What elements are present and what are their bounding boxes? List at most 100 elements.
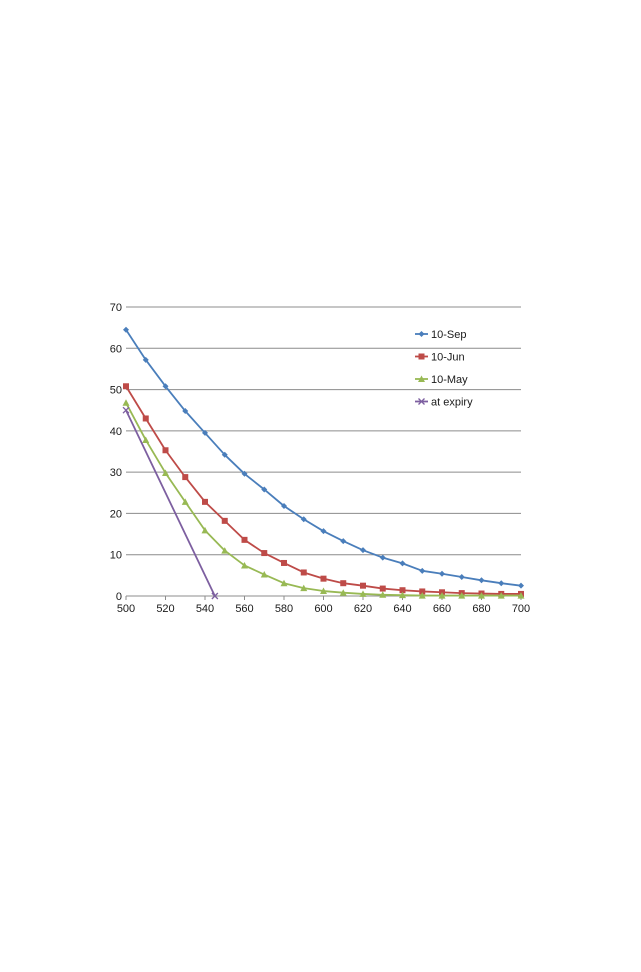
data-point-10-jun <box>162 447 169 454</box>
x-tick-label: 560 <box>235 603 253 615</box>
data-point-10-jun <box>221 517 228 524</box>
data-point-10-sep <box>458 574 465 581</box>
legend-item-10-sep: 10-Sep <box>415 329 466 341</box>
x-tick-label: 640 <box>393 603 411 615</box>
data-point-10-jun <box>300 569 307 576</box>
data-point-10-may <box>418 592 426 599</box>
data-point-10-sep <box>439 570 445 577</box>
legend-label: 10-Sep <box>431 329 466 341</box>
data-point-10-may <box>181 498 189 505</box>
data-point-10-jun <box>419 588 426 595</box>
legend-swatch-marker <box>418 375 425 382</box>
series-line-at-expiry <box>125 409 216 597</box>
x-tick-label: 600 <box>314 603 332 615</box>
data-point-10-may <box>359 590 367 597</box>
legend-item-at-expiry: at expiry <box>415 397 473 409</box>
legend-item-10-jun: 10-Jun <box>415 352 465 364</box>
series-group <box>122 326 525 600</box>
data-point-at-expiry <box>211 592 219 600</box>
data-point-10-sep <box>241 470 248 477</box>
gridlines <box>126 306 521 597</box>
data-point-10-may <box>458 592 466 599</box>
x-tick-label: 540 <box>196 603 214 615</box>
data-point-10-jun <box>360 582 366 589</box>
x-tick-label: 660 <box>433 603 451 615</box>
data-point-10-may <box>438 592 446 599</box>
data-point-10-sep <box>261 486 268 493</box>
data-point-10-jun <box>202 498 208 505</box>
data-point-10-may <box>517 592 525 599</box>
data-point-10-may <box>497 592 505 599</box>
data-point-10-may <box>241 561 248 569</box>
x-tick-label: 500 <box>117 603 135 615</box>
data-point-10-sep <box>360 547 366 554</box>
y-tick-label: 50 <box>110 385 122 397</box>
data-point-10-jun <box>182 474 189 481</box>
data-point-10-jun <box>320 575 327 582</box>
data-point-at-expiry <box>122 406 130 414</box>
x-tick-label: 620 <box>354 603 372 615</box>
data-point-10-may <box>339 589 347 596</box>
series-10-jun <box>123 383 524 597</box>
y-tick-label: 0 <box>116 591 122 603</box>
data-point-10-may <box>122 399 130 406</box>
y-tick-label: 70 <box>110 302 122 314</box>
legend-swatch-marker <box>418 398 425 405</box>
x-axis-tick-labels: 500 520 540 560 580 600 620 640 660 680 700 <box>117 596 530 615</box>
data-point-10-jun <box>261 550 268 557</box>
data-point-10-sep <box>498 580 505 587</box>
data-point-10-sep <box>399 560 406 567</box>
legend-label: at expiry <box>431 397 473 409</box>
series-10-sep <box>123 326 524 589</box>
data-point-10-sep <box>478 577 485 584</box>
y-axis-tick-labels: 0 10 20 30 40 50 60 70 <box>110 302 122 603</box>
legend-label: 10-Jun <box>431 352 465 364</box>
data-point-10-sep <box>281 502 287 509</box>
x-tick-label: 520 <box>156 603 174 615</box>
legend-item-10-may: 10-May <box>415 374 468 386</box>
data-point-10-may <box>320 587 327 595</box>
data-point-10-may <box>399 591 406 599</box>
data-point-10-jun <box>379 585 386 592</box>
data-point-10-sep <box>379 554 386 561</box>
y-tick-label: 20 <box>110 508 122 520</box>
series-line-10-jun <box>125 385 521 595</box>
data-point-10-jun <box>142 415 149 422</box>
series-10-may <box>122 399 525 599</box>
x-tick-label: 580 <box>275 603 293 615</box>
legend: 10-Sep 10-Jun 10-May at expiry <box>415 329 473 409</box>
data-point-10-jun <box>123 383 129 390</box>
data-point-10-jun <box>241 536 248 543</box>
data-point-10-sep <box>221 451 228 458</box>
data-point-10-jun <box>399 587 406 594</box>
data-point-10-sep <box>518 582 524 589</box>
data-point-10-may <box>280 579 288 587</box>
data-point-10-sep <box>123 326 129 333</box>
series-line-10-sep <box>125 329 522 587</box>
data-point-10-sep <box>320 528 327 535</box>
legend-label: 10-May <box>431 374 468 386</box>
data-point-10-sep <box>300 516 307 523</box>
series-at-expiry <box>122 406 219 600</box>
data-point-10-may <box>162 469 169 476</box>
data-point-10-may <box>142 436 150 443</box>
data-point-10-may <box>221 547 229 554</box>
x-tick-label: 680 <box>472 603 490 615</box>
data-point-10-may <box>379 591 387 598</box>
data-point-10-may <box>260 571 268 578</box>
data-point-10-jun <box>340 580 347 587</box>
data-point-10-sep <box>142 356 149 363</box>
data-point-10-may <box>478 592 485 599</box>
y-tick-label: 40 <box>110 426 122 438</box>
data-point-10-sep <box>162 383 169 390</box>
data-point-10-sep <box>202 429 208 436</box>
y-tick-label: 60 <box>110 343 122 355</box>
data-point-10-may <box>300 584 308 592</box>
data-point-10-may <box>201 526 209 534</box>
y-tick-label: 10 <box>110 550 122 562</box>
data-point-10-jun <box>281 559 287 566</box>
legend-swatch-marker <box>418 353 425 360</box>
data-point-10-sep <box>340 538 347 545</box>
legend-swatch-marker <box>418 331 425 337</box>
